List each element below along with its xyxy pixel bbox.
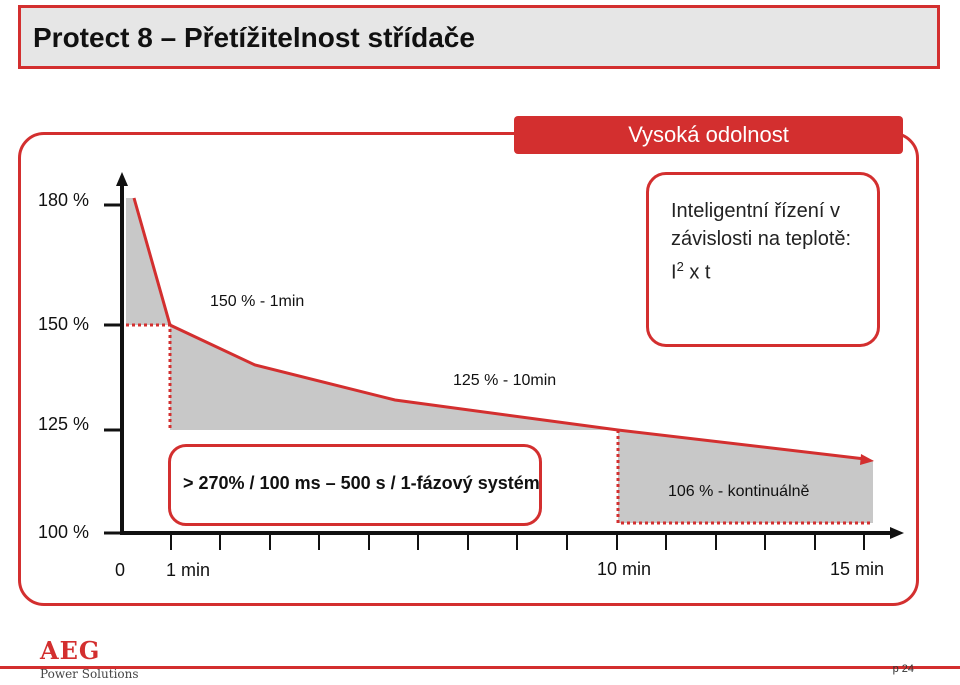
- aeg-logo: AEG Power Solutions: [40, 636, 139, 681]
- logo-sub-text: Power Solutions: [40, 667, 139, 681]
- formula-sup: 2: [676, 259, 684, 274]
- y-label-100: 100 %: [38, 522, 90, 542]
- annotation-125-10min: 125 % - 10min: [453, 372, 557, 389]
- x-label-0: 0: [115, 560, 126, 580]
- overload-area-150: [170, 325, 618, 430]
- x-ticks: [170, 533, 865, 550]
- limit-dotted-106: [616, 430, 873, 525]
- spec-text: > 270% / 100 ms – 500 s / 1-fázový systé…: [183, 473, 540, 493]
- overload-curve: [132, 197, 866, 461]
- y-label-180: 180 %: [38, 190, 90, 210]
- x-label-10min: 10 min: [597, 559, 652, 579]
- page-title: Protect 8 – Přetížitelnost střídače: [33, 22, 475, 53]
- info-line-2: závislosti na teplotě:: [671, 228, 852, 250]
- info-line-1: Inteligentní řízení v: [671, 200, 840, 222]
- y-label-125: 125 %: [38, 414, 90, 434]
- annotation-106-continuous: 106 % - kontinuálně: [668, 483, 810, 500]
- formula-rest: x t: [683, 261, 711, 284]
- overload-area-180: [126, 198, 170, 325]
- banner-high-resilience: Vysoká odolnost: [514, 116, 903, 154]
- y-label-150: 150 %: [38, 314, 90, 334]
- annotation-150-1min: 150 % - 1min: [210, 293, 305, 310]
- x-label-1min: 1 min: [166, 560, 211, 580]
- info-formula: I2 x t: [671, 253, 851, 287]
- curve-arrow-head: [860, 454, 874, 465]
- x-axis-arrow: [890, 527, 904, 539]
- page-number: p 24: [892, 663, 914, 675]
- info-text: Inteligentní řízení v závislosti na tepl…: [671, 197, 851, 287]
- spec-box-short-overload: > 270% / 100 ms – 500 s / 1-fázový systé…: [168, 444, 542, 526]
- title-bar: Protect 8 – Přetížitelnost střídače: [18, 5, 940, 69]
- x-label-15min: 15 min: [830, 559, 885, 579]
- diagram-frame: [18, 132, 919, 606]
- limit-dotted-150: [126, 323, 172, 430]
- logo-main-text: AEG: [40, 636, 101, 665]
- footer-line: [0, 666, 960, 669]
- formula-base: I: [671, 261, 677, 284]
- y-axis-arrow: [116, 172, 128, 186]
- info-box-thermal-control: Inteligentní řízení v závislosti na tepl…: [646, 172, 880, 347]
